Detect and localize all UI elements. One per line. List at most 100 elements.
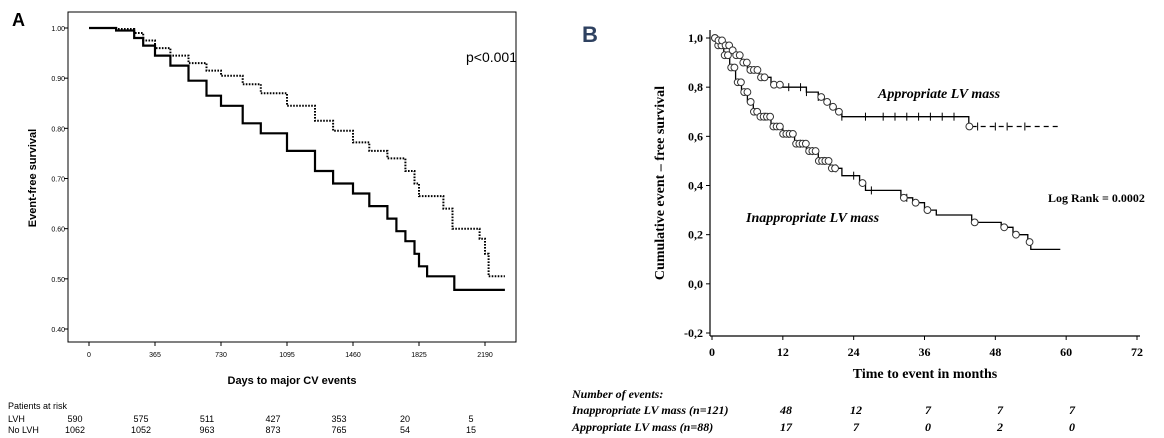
risk-table-title: Patients at risk bbox=[8, 401, 68, 411]
event-marker-inappropriate bbox=[766, 112, 775, 121]
risk-table-cell: 427 bbox=[265, 414, 280, 424]
x-tick-label: 60 bbox=[1060, 345, 1072, 359]
events-table-cell: 7 bbox=[853, 420, 860, 434]
panel-a-y-ticks: 1.00 0.90 0.80 0.70 0.60 0.50 0.40 bbox=[51, 26, 68, 334]
event-marker-inappropriate bbox=[1012, 230, 1020, 239]
events-table-cell: 2 bbox=[996, 420, 1003, 434]
risk-table-cell: 873 bbox=[265, 425, 280, 435]
events-table-title: Number of events: bbox=[571, 387, 663, 401]
x-tick-label: 48 bbox=[989, 345, 1001, 359]
x-tick-label: 36 bbox=[919, 345, 931, 359]
events-table-cell: 7 bbox=[1069, 403, 1076, 417]
event-marker-appropriate bbox=[735, 51, 744, 60]
panel-a-plot-frame bbox=[67, 11, 517, 343]
risk-table-cell: 20 bbox=[400, 414, 410, 424]
risk-table-cell: 15 bbox=[466, 425, 476, 435]
event-marker-inappropriate bbox=[811, 147, 820, 155]
event-marker-inappropriate bbox=[858, 179, 867, 187]
event-marker-appropriate bbox=[835, 107, 843, 116]
y-tick-label: 0.70 bbox=[51, 177, 65, 184]
panel-b-y-axis-label: Cumulative event – free survival bbox=[653, 86, 668, 280]
panel-a-label: A bbox=[12, 10, 25, 30]
event-marker-appropriate bbox=[753, 66, 762, 74]
event-marker-inappropriate bbox=[899, 193, 908, 202]
x-tick-label: 0 bbox=[709, 345, 715, 359]
event-marker-inappropriate bbox=[923, 206, 932, 214]
series-label-inappropriate: Inappropriate LV mass bbox=[745, 211, 880, 226]
event-marker-inappropriate bbox=[1000, 223, 1009, 232]
risk-row-label: No LVH bbox=[8, 425, 39, 435]
events-table-cell: 17 bbox=[780, 420, 793, 434]
panel-b-series bbox=[711, 34, 1061, 251]
event-marker-inappropriate bbox=[743, 88, 752, 96]
risk-table-cell: 54 bbox=[400, 425, 410, 435]
events-row-label: Appropriate LV mass (n=88) bbox=[571, 420, 713, 434]
events-table-cell: 48 bbox=[779, 403, 792, 417]
y-tick-label: -0,2 bbox=[684, 326, 703, 340]
y-tick-label: 0,6 bbox=[688, 129, 703, 143]
risk-table-cell: 511 bbox=[200, 414, 214, 424]
event-marker-inappropriate bbox=[824, 157, 833, 165]
event-marker-inappropriate bbox=[730, 63, 739, 72]
panel-a-series bbox=[89, 26, 505, 291]
panel-a-axes bbox=[67, 11, 517, 343]
event-marker-inappropriate bbox=[801, 139, 810, 148]
events-table-cell: 7 bbox=[925, 403, 932, 417]
x-tick-label: 24 bbox=[848, 345, 860, 359]
x-tick-label: 1460 bbox=[345, 352, 361, 359]
event-marker-appropriate bbox=[760, 73, 769, 82]
y-tick-label: 0.50 bbox=[51, 277, 65, 284]
y-tick-label: 0,2 bbox=[688, 228, 703, 242]
panel-b-x-ticks: 0 12 24 36 48 60 72 bbox=[709, 336, 1143, 359]
y-tick-label: 0.80 bbox=[51, 126, 65, 133]
risk-table-cell: 5 bbox=[468, 414, 473, 424]
panel-b-log-rank: Log Rank = 0.0002 bbox=[1048, 191, 1145, 205]
y-tick-label: 0.40 bbox=[51, 327, 65, 334]
x-tick-label: 0 bbox=[87, 352, 91, 359]
x-tick-label: 365 bbox=[149, 352, 161, 359]
events-table-cell: 12 bbox=[850, 403, 862, 417]
events-table-cell: 0 bbox=[925, 420, 931, 434]
y-tick-label: 1.00 bbox=[51, 26, 65, 33]
y-tick-label: 0.60 bbox=[51, 227, 65, 234]
event-marker-appropriate bbox=[742, 58, 751, 67]
event-marker-inappropriate bbox=[746, 98, 755, 106]
x-tick-label: 72 bbox=[1131, 345, 1143, 359]
event-marker-inappropriate bbox=[775, 122, 784, 131]
event-marker-appropriate bbox=[829, 102, 837, 111]
x-tick-label: 1825 bbox=[411, 352, 427, 359]
panel-b-label: B bbox=[582, 22, 598, 47]
survival-curve-solid bbox=[89, 26, 505, 291]
x-tick-label: 2190 bbox=[477, 352, 493, 359]
event-marker-appropriate bbox=[965, 122, 974, 131]
event-marker-inappropriate bbox=[831, 164, 839, 173]
y-tick-label: 0,0 bbox=[688, 277, 703, 291]
risk-table-cell: 963 bbox=[199, 425, 214, 435]
events-table-cell: 7 bbox=[997, 403, 1004, 417]
risk-table-cell: 1052 bbox=[131, 425, 151, 435]
event-marker-inappropriate bbox=[724, 51, 732, 60]
panel-b-x-axis-label: Time to event in months bbox=[853, 367, 998, 382]
risk-table-cell: 353 bbox=[331, 414, 346, 424]
survival-curve-dotted bbox=[89, 27, 505, 278]
risk-table-cell: 1062 bbox=[65, 425, 85, 435]
event-marker-appropriate bbox=[817, 93, 826, 101]
panel-a-x-ticks: 0 365 730 1095 1460 1825 2190 bbox=[87, 342, 493, 359]
risk-table-cell: 765 bbox=[331, 425, 346, 435]
panel-b-events-table: Number of events: Inappropriate LV mass … bbox=[571, 387, 1076, 434]
event-marker-inappropriate bbox=[1025, 238, 1034, 246]
panel-a: A 1.00 0.90 0.80 0.70 0.60 0.50 0.40 0 365 730 10… bbox=[8, 10, 517, 435]
y-tick-label: 0,4 bbox=[688, 179, 703, 193]
events-row-label: Inappropriate LV mass (n=121) bbox=[571, 403, 729, 417]
x-tick-label: 730 bbox=[215, 352, 227, 359]
event-marker-inappropriate bbox=[788, 129, 797, 138]
panel-b-axes bbox=[709, 30, 1140, 337]
x-tick-label: 1095 bbox=[279, 352, 295, 359]
event-marker-inappropriate bbox=[911, 198, 920, 207]
panel-a-y-axis-label: Event-free survival bbox=[27, 129, 39, 227]
risk-table-cell: 575 bbox=[133, 414, 148, 424]
panel-a-p-value: p<0.001 bbox=[466, 49, 517, 65]
event-marker-appropriate bbox=[823, 98, 832, 106]
series-label-appropriate: Appropriate LV mass bbox=[877, 87, 1001, 102]
